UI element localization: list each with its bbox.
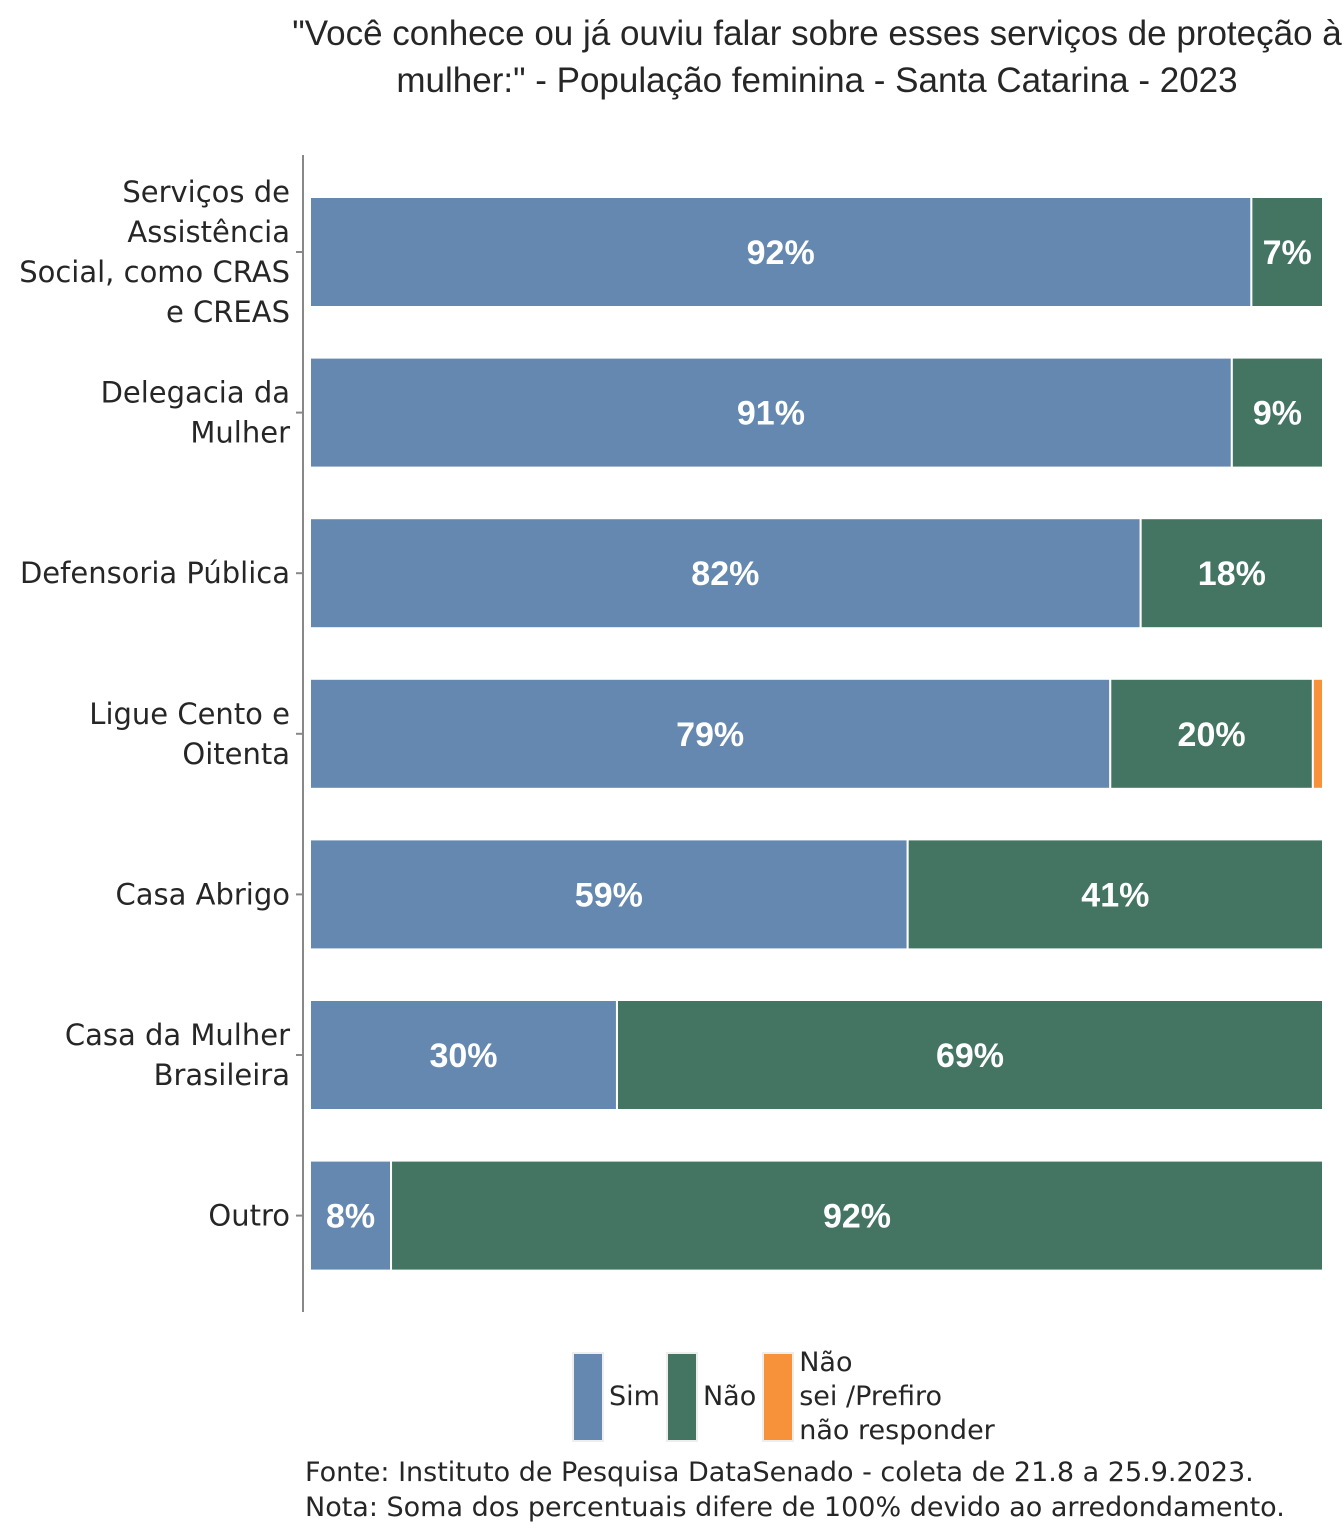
value-label-casa-da-mulher-brasileira-sim: 30%: [429, 1037, 497, 1075]
value-label-servicos-de-assistencia-social-como-cras-e-creas-sim: 92%: [747, 234, 815, 272]
category-label-casa-abrigo: Casa Abrigo: [116, 877, 291, 911]
category-label-servicos-de-assistencia-social-como-cras-e-creas: Serviços de Assistência Social, como CRAS e…: [19, 175, 290, 329]
bar-delegacia-da-mulher-nao: [1230, 356, 1324, 469]
stacked-bar-chart: 92% 7%91% 9%82% 18%79% 20%59% 41%30% 69%8% 92% …: [19, 155, 1325, 1312]
legend-swatch-nao: [665, 1352, 698, 1442]
value-label-ligue-cento-e-oitenta-nao: 20%: [1178, 716, 1246, 754]
value-label-outro-sim: 8%: [326, 1198, 375, 1236]
value-label-defensoria-publica-sim: 82%: [691, 555, 759, 593]
bar-casa-abrigo-sim: [309, 838, 909, 951]
bar-ligue-cento-e-oitenta-nao: [1109, 677, 1314, 790]
chart-title: "Você conhece ou já ouviu falar sobre es…: [292, 14, 1342, 100]
category-label-outro: Outro: [208, 1199, 290, 1233]
legend-swatch-nao-sei: [762, 1352, 795, 1442]
bar-servicos-de-assistencia-social-como-cras-e-creas-nao: [1250, 196, 1325, 308]
bar-defensoria-publica-nao: [1139, 517, 1325, 630]
bar-casa-da-mulher-brasileira-nao: [615, 999, 1324, 1111]
bar-defensoria-publica-sim: [309, 517, 1142, 630]
value-label-casa-da-mulher-brasileira-nao: 69%: [936, 1037, 1004, 1075]
value-label-outro-nao: 92%: [823, 1198, 891, 1236]
category-label-delegacia-da-mulher: Delegacia da Mulher: [101, 376, 290, 450]
bar-delegacia-da-mulher-sim: [309, 356, 1233, 469]
value-label-casa-abrigo-nao: 41%: [1081, 876, 1149, 914]
source-note: Fonte: Instituto de Pesquisa DataSenado …: [305, 1457, 1254, 1488]
category-label-defensoria-publica: Defensoria Pública: [20, 556, 290, 590]
value-label-delegacia-da-mulher-sim: 91%: [737, 395, 805, 433]
legend-item-nao: Não: [665, 1352, 757, 1442]
value-label-servicos-de-assistencia-social-como-cras-e-creas-nao: 7%: [1263, 234, 1312, 272]
legend: Sim Não Não sei /Prefiro não responder: [572, 1347, 1001, 1446]
bar-ligue-cento-e-oitenta-nao-sei-prefiro-nao-responder: [1311, 677, 1324, 790]
value-label-delegacia-da-mulher-nao: 9%: [1253, 395, 1302, 433]
category-label-ligue-cento-e-oitenta: Ligue Cento e Oitenta: [89, 697, 290, 771]
legend-swatch-sim: [572, 1352, 604, 1442]
value-label-defensoria-publica-nao: 18%: [1198, 555, 1266, 593]
legend-label-nao-sei: Não sei /Prefiro não responder: [799, 1347, 995, 1446]
bar-casa-abrigo-nao: [906, 838, 1324, 951]
rounding-note: Nota: Soma dos percentuais difere de 100…: [305, 1492, 1285, 1523]
bar-casa-da-mulher-brasileira-sim: [309, 999, 618, 1111]
bar-outro-sim: [309, 1159, 393, 1272]
footer: Fonte: Instituto de Pesquisa DataSenado …: [305, 1455, 1285, 1525]
category-label-casa-da-mulher-brasileira: Casa da Mulher Brasileira: [65, 1018, 290, 1092]
bar-ligue-cento-e-oitenta-sim: [309, 677, 1112, 790]
legend-item-nao-sei: Não sei /Prefiro não responder: [762, 1346, 995, 1448]
bar-outro-nao: [390, 1159, 1325, 1272]
value-label-casa-abrigo-sim: 59%: [575, 876, 643, 914]
legend-item-sim: Sim: [572, 1352, 660, 1442]
legend-label-nao: Não: [702, 1381, 757, 1412]
legend-label-sim: Sim: [609, 1381, 660, 1412]
value-label-ligue-cento-e-oitenta-sim: 79%: [676, 716, 744, 754]
